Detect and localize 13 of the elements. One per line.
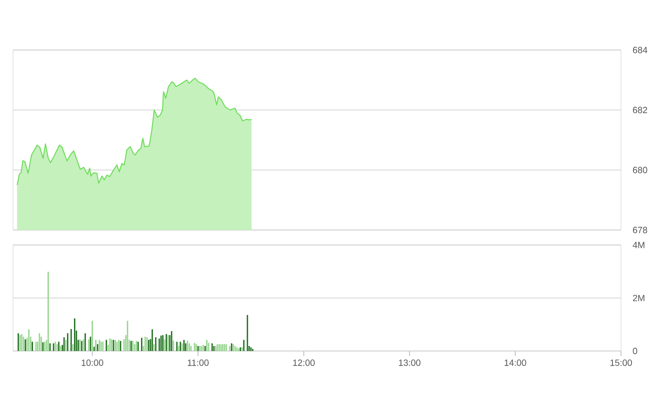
x-tick-label: 14:00 xyxy=(504,360,526,366)
y-tick-label: 682 xyxy=(632,106,648,114)
y-tick-label: 0 xyxy=(632,348,638,354)
y-tick-label: 680 xyxy=(632,166,648,174)
y-tick-label: 678 xyxy=(632,226,648,234)
y-tick-label: 2M xyxy=(632,294,644,302)
x-tick-label: 13:00 xyxy=(398,360,420,366)
y-tick-label: 684 xyxy=(632,46,648,54)
x-tick-label: 12:00 xyxy=(293,360,315,366)
x-tick-label: 15:00 xyxy=(610,360,632,366)
y-tick-label: 4M xyxy=(632,242,644,248)
x-tick-label: 10:00 xyxy=(82,360,104,366)
x-tick-label: 11:00 xyxy=(188,360,209,366)
